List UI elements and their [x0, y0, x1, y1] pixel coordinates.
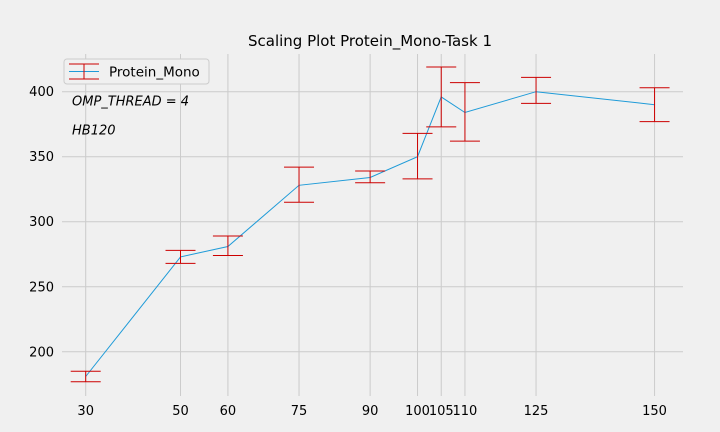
annotation-hb120: HB120: [72, 124, 116, 139]
legend-label: Protein_Mono: [109, 65, 200, 81]
chart-title: Scaling Plot Protein_Mono-Task 1: [248, 32, 492, 51]
x-tick-label: 150: [642, 404, 667, 419]
x-tick-label: 30: [77, 404, 94, 419]
x-tick-label: 110: [453, 404, 478, 419]
legend: Protein_Mono: [63, 58, 210, 85]
y-tick-label: 300: [29, 215, 54, 230]
x-tick-label: 100: [405, 404, 430, 419]
y-tick-label: 250: [29, 280, 54, 295]
series-layer: [70, 66, 670, 383]
x-tick-label: 75: [291, 404, 308, 419]
x-tick-label: 125: [524, 404, 549, 419]
legend-box: [63, 58, 210, 85]
x-tick-label: 105: [429, 404, 454, 419]
x-tick-label: 50: [172, 404, 189, 419]
series-line: [85, 91, 655, 377]
y-tick-label: 200: [29, 345, 54, 360]
y-tick-label: 400: [29, 85, 54, 100]
x-tick-label: 60: [220, 404, 237, 419]
y-tick-label: 350: [29, 150, 54, 165]
x-tick-label: 90: [362, 404, 379, 419]
annotation-omp-thread: OMP_THREAD = 4: [72, 95, 189, 110]
